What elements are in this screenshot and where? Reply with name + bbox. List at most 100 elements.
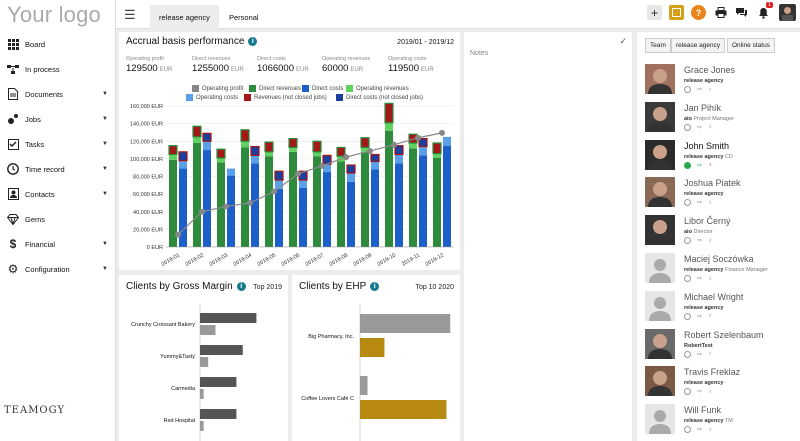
bar-operating-revenues[interactable] <box>169 154 177 160</box>
info-icon[interactable]: i <box>248 37 258 46</box>
team-member[interactable]: Travis Freklaz release agency ⇨ ♁ <box>645 366 795 404</box>
chevron-down-icon[interactable]: ▼ <box>102 191 108 197</box>
bar-direct-revenues[interactable] <box>409 148 417 247</box>
bar-direct-revenues[interactable] <box>361 151 369 247</box>
legend-item[interactable]: Operating costs <box>186 94 238 101</box>
print-icon[interactable] <box>713 5 728 20</box>
ehp-bar-secondary[interactable] <box>360 338 385 357</box>
bar-direct-costs[interactable] <box>347 181 355 247</box>
avatar[interactable] <box>645 366 675 397</box>
bar-operating-costs[interactable] <box>299 180 307 188</box>
login-icon[interactable]: ⇨ <box>697 351 703 358</box>
bar-direct-costs-not-closed-jobs-[interactable] <box>179 151 187 161</box>
bar-revenues-not-closed-jobs-[interactable] <box>265 142 273 152</box>
bar-direct-costs[interactable] <box>275 188 283 247</box>
member-name[interactable]: Will Funk <box>684 405 722 416</box>
login-icon[interactable]: ⇨ <box>697 162 703 169</box>
bar-operating-revenues[interactable] <box>313 151 321 157</box>
sidebar-item-tasks[interactable]: Tasks ▼ <box>0 132 116 156</box>
operating-profit-point[interactable] <box>391 141 397 148</box>
login-icon[interactable]: ⇨ <box>697 200 703 207</box>
bar-operating-revenues[interactable] <box>433 153 441 158</box>
avatar-placeholder[interactable] <box>645 290 675 321</box>
member-name[interactable]: Grace Jones <box>684 65 736 75</box>
operating-profit-point[interactable] <box>295 170 301 177</box>
bar-direct-costs[interactable] <box>371 169 379 247</box>
sidebar-item-board[interactable]: Board <box>0 32 116 56</box>
avatar[interactable] <box>645 139 675 170</box>
gross-margin-bar[interactable] <box>200 313 257 323</box>
bar-direct-costs-not-closed-jobs-[interactable] <box>347 165 355 173</box>
bar-revenues-not-closed-jobs-[interactable] <box>217 149 225 158</box>
operating-profit-point[interactable] <box>319 162 325 169</box>
operating-profit-point[interactable] <box>247 199 253 206</box>
bar-direct-revenues[interactable] <box>385 130 393 247</box>
member-name[interactable]: Maciej Soczówka <box>684 254 754 264</box>
bar-direct-costs-not-closed-jobs-[interactable] <box>299 171 307 181</box>
login-icon[interactable]: ⇨ <box>697 238 703 245</box>
bar-operating-costs[interactable] <box>251 155 259 164</box>
bar-revenues-not-closed-jobs-[interactable] <box>313 141 321 152</box>
bar-revenues-not-closed-jobs-[interactable] <box>433 143 441 154</box>
info-icon[interactable]: i <box>236 282 246 291</box>
bar-operating-costs[interactable] <box>371 161 379 170</box>
activity-icon[interactable]: ♁ <box>708 86 713 93</box>
sidebar-item-gems[interactable]: Gems <box>0 207 116 231</box>
bar-revenues-not-closed-jobs-[interactable] <box>193 126 201 137</box>
bar-direct-costs[interactable] <box>299 187 307 247</box>
bar-operating-revenues[interactable] <box>289 147 297 152</box>
gross-margin-filter[interactable]: Top 2019 <box>253 284 282 291</box>
tab-personal[interactable]: Personal <box>229 12 259 22</box>
chevron-down-icon[interactable]: ▼ <box>102 241 108 247</box>
bar-operating-costs[interactable] <box>275 180 283 189</box>
login-icon[interactable]: ⇨ <box>697 313 703 320</box>
ehp-bar-secondary[interactable] <box>360 400 447 419</box>
help-icon[interactable]: ? <box>691 5 706 20</box>
ehp-filter[interactable]: Top 10 2020 <box>415 284 454 291</box>
bar-revenues-not-closed-jobs-[interactable] <box>241 129 249 142</box>
operating-profit-point[interactable] <box>367 147 373 154</box>
bar-direct-costs[interactable] <box>419 155 427 247</box>
avatar-placeholder[interactable] <box>645 253 675 283</box>
bar-direct-revenues[interactable] <box>433 157 441 247</box>
team-member[interactable]: Joshua Piatek release agency ⇨ ♁ <box>645 177 795 215</box>
sidebar-item-in-process[interactable]: In process <box>0 57 116 81</box>
operating-profit-point[interactable] <box>271 188 277 195</box>
legend-item[interactable]: Direct costs <box>302 85 343 92</box>
bar-direct-revenues[interactable] <box>265 156 273 247</box>
bar-direct-revenues[interactable] <box>217 162 225 247</box>
member-name[interactable]: Libor Černý <box>684 216 731 227</box>
team-member[interactable]: Maciej Soczówka release agency Finance Ma… <box>645 253 795 291</box>
bar-direct-revenues[interactable] <box>193 143 201 247</box>
bar-direct-costs-not-closed-jobs-[interactable] <box>275 171 283 181</box>
sidebar-item-jobs[interactable]: Jobs ▼ <box>0 107 116 131</box>
chat-icon[interactable] <box>734 5 749 20</box>
activity-icon[interactable]: ♁ <box>708 426 713 433</box>
bar-direct-revenues[interactable] <box>241 147 249 247</box>
login-icon[interactable]: ⇨ <box>697 427 703 434</box>
gross-margin-bar-secondary[interactable] <box>200 421 204 431</box>
avatar[interactable] <box>645 101 675 132</box>
activity-icon[interactable]: ♁ <box>708 237 713 244</box>
bar-direct-revenues[interactable] <box>313 156 321 247</box>
bar-direct-revenues[interactable] <box>169 159 177 247</box>
bar-revenues-not-closed-jobs-[interactable] <box>337 147 345 157</box>
member-name[interactable]: Robert Szelenbaum <box>684 329 764 340</box>
check-icon[interactable]: ✓ <box>619 36 627 46</box>
bar-operating-costs[interactable] <box>179 160 187 169</box>
bar-direct-revenues[interactable] <box>289 151 297 247</box>
bar-operating-revenues[interactable] <box>361 147 369 152</box>
sidebar-item-documents[interactable]: Documents ▼ <box>0 82 116 106</box>
login-icon[interactable]: ⇨ <box>697 87 703 93</box>
legend-item[interactable]: Operating profit <box>192 85 243 92</box>
bar-direct-costs[interactable] <box>179 168 187 247</box>
bar-direct-costs-not-closed-jobs-[interactable] <box>395 145 403 155</box>
chevron-down-icon[interactable]: ▼ <box>102 166 108 172</box>
menu-icon[interactable]: ☰ <box>124 7 136 22</box>
breadcrumb-online-status[interactable]: Online status <box>727 38 775 53</box>
bar-direct-costs[interactable] <box>203 150 211 247</box>
operating-profit-point[interactable] <box>175 231 181 238</box>
bar-revenues-not-closed-jobs-[interactable] <box>361 137 369 148</box>
add-button[interactable]: + <box>647 5 662 20</box>
bar-operating-revenues[interactable] <box>265 151 273 157</box>
